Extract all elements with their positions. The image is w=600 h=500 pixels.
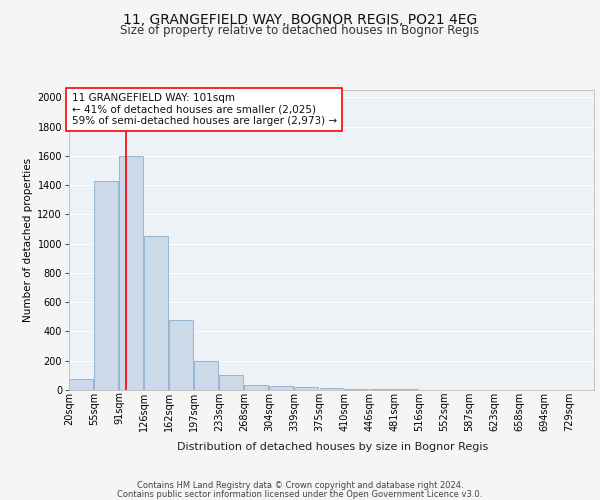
Bar xyxy=(194,360,218,390)
Bar xyxy=(94,182,118,390)
Text: 11, GRANGEFIELD WAY, BOGNOR REGIS, PO21 4EG: 11, GRANGEFIELD WAY, BOGNOR REGIS, PO21 … xyxy=(123,12,477,26)
Text: Contains public sector information licensed under the Open Government Licence v3: Contains public sector information licen… xyxy=(118,490,482,499)
Bar xyxy=(144,236,168,390)
Text: 11 GRANGEFIELD WAY: 101sqm
← 41% of detached houses are smaller (2,025)
59% of s: 11 GRANGEFIELD WAY: 101sqm ← 41% of deta… xyxy=(71,93,337,126)
Bar xyxy=(320,388,343,390)
Y-axis label: Number of detached properties: Number of detached properties xyxy=(23,158,33,322)
Bar xyxy=(69,379,93,390)
Bar xyxy=(294,387,318,390)
Bar xyxy=(269,386,293,390)
Bar xyxy=(244,385,268,390)
Bar xyxy=(344,389,368,390)
Text: Distribution of detached houses by size in Bognor Regis: Distribution of detached houses by size … xyxy=(178,442,488,452)
Text: Size of property relative to detached houses in Bognor Regis: Size of property relative to detached ho… xyxy=(121,24,479,37)
Bar xyxy=(220,376,243,390)
Bar xyxy=(169,320,193,390)
Text: Contains HM Land Registry data © Crown copyright and database right 2024.: Contains HM Land Registry data © Crown c… xyxy=(137,481,463,490)
Bar xyxy=(119,156,143,390)
